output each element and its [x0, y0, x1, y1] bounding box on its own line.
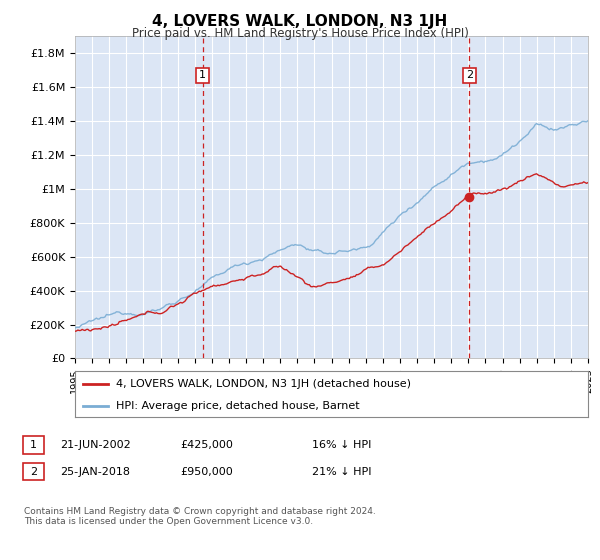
Text: Price paid vs. HM Land Registry's House Price Index (HPI): Price paid vs. HM Land Registry's House …	[131, 27, 469, 40]
Text: 4, LOVERS WALK, LONDON, N3 1JH: 4, LOVERS WALK, LONDON, N3 1JH	[152, 14, 448, 29]
Text: 4, LOVERS WALK, LONDON, N3 1JH (detached house): 4, LOVERS WALK, LONDON, N3 1JH (detached…	[116, 379, 411, 389]
Text: 2: 2	[30, 466, 37, 477]
Text: £425,000: £425,000	[180, 440, 233, 450]
Text: 21-JUN-2002: 21-JUN-2002	[60, 440, 131, 450]
Text: Contains HM Land Registry data © Crown copyright and database right 2024.
This d: Contains HM Land Registry data © Crown c…	[24, 507, 376, 526]
Text: 21% ↓ HPI: 21% ↓ HPI	[312, 466, 371, 477]
Text: 2: 2	[466, 71, 473, 81]
Text: 25-JAN-2018: 25-JAN-2018	[60, 466, 130, 477]
Text: 1: 1	[30, 440, 37, 450]
Text: HPI: Average price, detached house, Barnet: HPI: Average price, detached house, Barn…	[116, 401, 359, 410]
Text: £950,000: £950,000	[180, 466, 233, 477]
Text: 16% ↓ HPI: 16% ↓ HPI	[312, 440, 371, 450]
Text: 1: 1	[199, 71, 206, 81]
